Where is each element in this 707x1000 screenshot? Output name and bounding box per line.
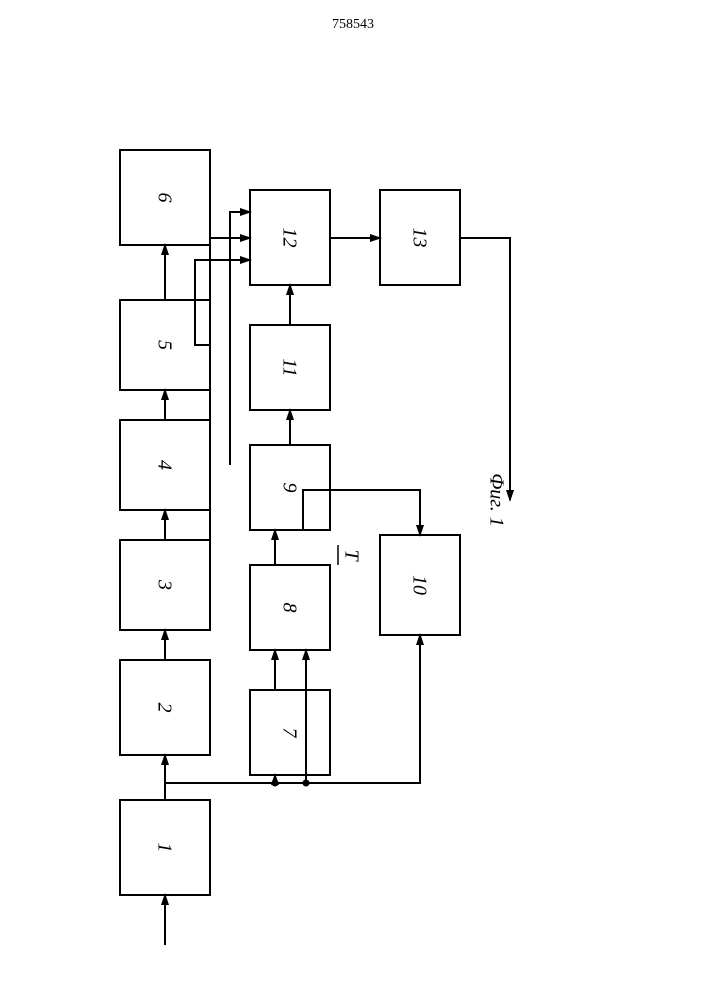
block-label-b8: 8 bbox=[278, 603, 300, 613]
block-label-b7: 7 bbox=[278, 728, 300, 739]
figure-caption: Фиг. 1 bbox=[485, 473, 507, 527]
block-label-b1: 1 bbox=[153, 843, 175, 853]
block-label-b9: 9 bbox=[278, 483, 300, 493]
block-label-b12: 12 bbox=[278, 228, 300, 248]
block-label-b4: 4 bbox=[153, 460, 175, 470]
diagram-canvas: 75854312345678910111213TФиг. 1 bbox=[0, 0, 707, 1000]
block-label-b2: 2 bbox=[153, 703, 175, 713]
wire-11 bbox=[275, 635, 420, 783]
junction-dot-11 bbox=[272, 780, 279, 787]
wire-17 bbox=[195, 260, 250, 345]
block-label-b13: 13 bbox=[408, 228, 430, 248]
block-label-b11: 11 bbox=[278, 358, 300, 377]
header-number: 758543 bbox=[332, 17, 374, 32]
wire-16 bbox=[230, 212, 250, 465]
block-label-b6: 6 bbox=[153, 193, 175, 203]
block-label-b10: 10 bbox=[408, 575, 430, 595]
junction-dot-14 bbox=[303, 780, 310, 787]
block-label-b5: 5 bbox=[153, 340, 175, 350]
wire-19 bbox=[460, 238, 510, 500]
wire-6 bbox=[165, 775, 275, 783]
block-label-b3: 3 bbox=[153, 579, 175, 590]
label-T: T bbox=[340, 549, 362, 562]
wire-12 bbox=[303, 490, 420, 535]
